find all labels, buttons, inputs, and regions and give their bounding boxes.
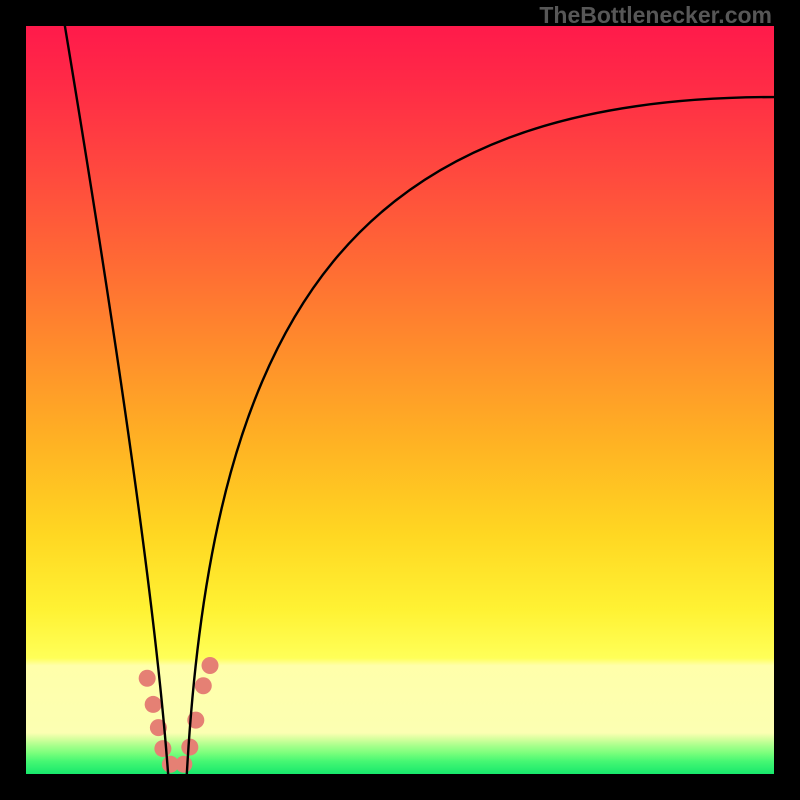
data-marker — [145, 696, 162, 713]
chart-root: TheBottlenecker.com — [0, 0, 800, 800]
watermark-text: TheBottlenecker.com — [539, 2, 772, 29]
data-marker — [139, 670, 156, 687]
curve-layer — [26, 26, 774, 774]
bottleneck-curve — [65, 26, 774, 774]
data-marker — [195, 677, 212, 694]
data-marker — [154, 740, 171, 757]
data-marker — [202, 657, 219, 674]
data-marker — [175, 756, 192, 773]
marker-group — [139, 657, 219, 773]
plot-area — [26, 26, 774, 774]
